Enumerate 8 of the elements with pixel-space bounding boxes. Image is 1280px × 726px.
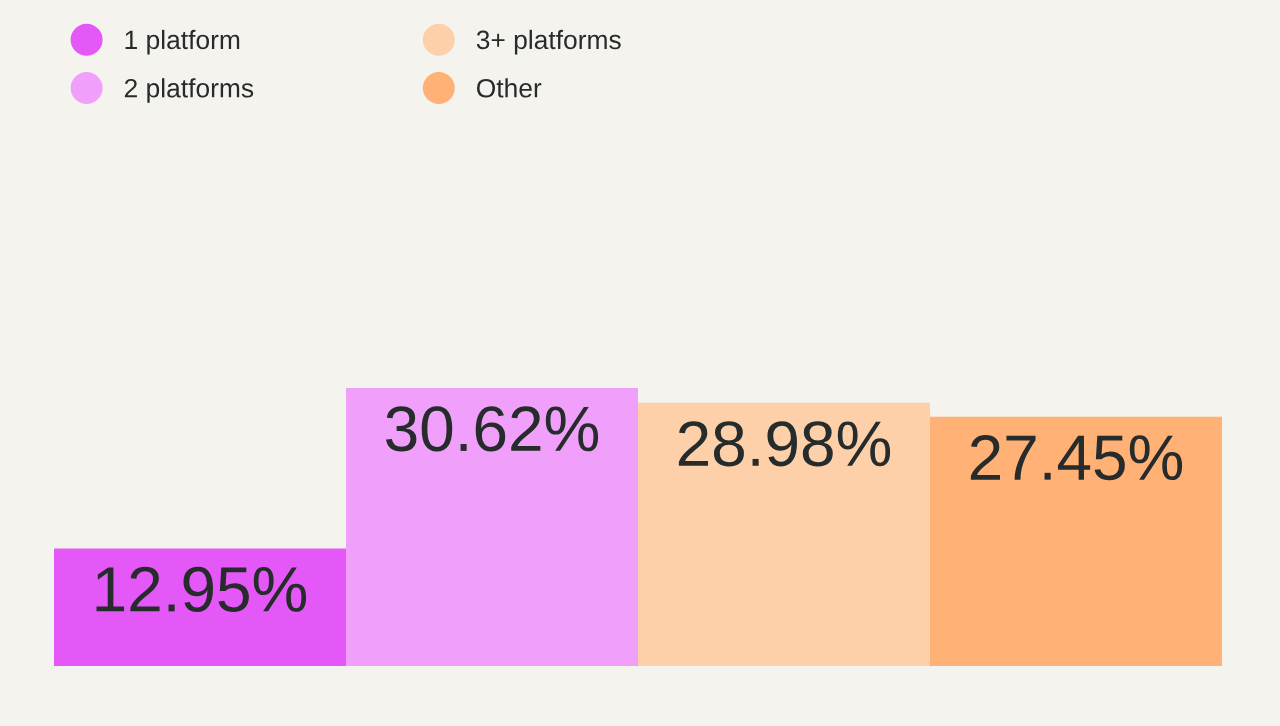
legend-label: 3+ platforms <box>476 29 621 55</box>
data-label: 30.62% <box>386 406 599 452</box>
legend-label: Other <box>477 78 542 98</box>
legend-label: 1 platform <box>125 29 240 55</box>
legend-label: 2 platforms <box>124 78 254 103</box>
data-label: 12.95% <box>96 566 307 612</box>
data-label: 27.45% <box>970 435 1183 481</box>
data-label: 28.98% <box>678 421 891 467</box>
